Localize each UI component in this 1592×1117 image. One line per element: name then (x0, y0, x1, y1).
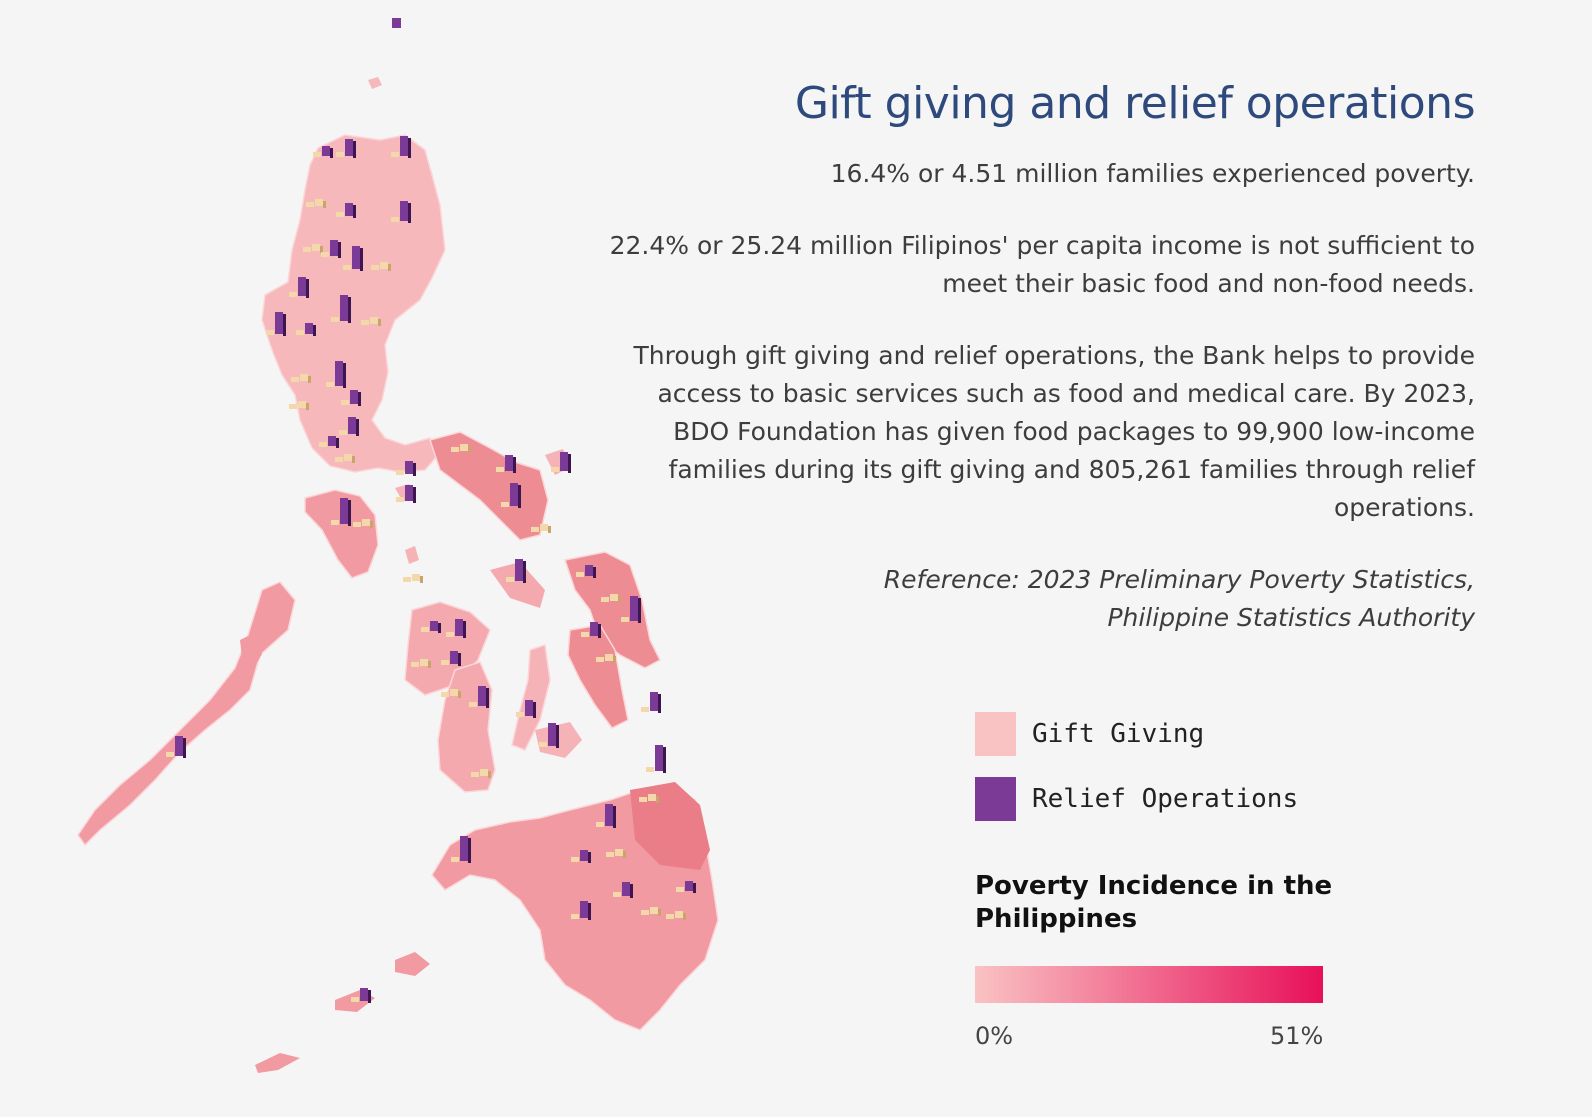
gift-giving-marker (451, 444, 471, 453)
relief-operation-marker (506, 559, 526, 583)
reference-note: Reference: 2023 Preliminary Poverty Stat… (883, 565, 1475, 632)
scale-title: Poverty Incidence in the Philippines (975, 871, 1333, 934)
gift-giving-marker (291, 374, 311, 383)
relief-operation-marker (321, 240, 341, 258)
masbate-island (490, 562, 545, 608)
relief-operation-marker (581, 622, 601, 638)
gift-giving-marker (601, 594, 621, 603)
culion-island (240, 634, 262, 668)
gift-giving-marker (596, 654, 616, 663)
scale-max-label: 51% (1270, 1022, 1324, 1050)
relief-operation-marker (396, 461, 416, 476)
relief-operation-marker (613, 882, 633, 898)
legend-label-gift-giving: Gift Giving (1032, 719, 1205, 749)
relief-operation-marker (646, 745, 666, 773)
relief-operation-marker (641, 692, 661, 713)
tawi-tawi-island (255, 1053, 300, 1073)
relief-operation-marker (676, 881, 696, 893)
relief-operation-marker (596, 804, 616, 828)
palawan-island (77, 581, 296, 847)
gift-giving-marker (353, 519, 373, 528)
relief-operation-marker (496, 455, 516, 473)
scale-min-label: 0% (975, 1022, 1014, 1050)
relief-operation-marker (336, 203, 356, 218)
relief-operation-marker (289, 277, 309, 298)
babuyan-island (368, 77, 382, 89)
batanes-relief-marker (392, 18, 401, 28)
relief-operation-marker (331, 295, 351, 323)
poverty-families-stat: 16.4% or 4.51 million families experienc… (830, 159, 1475, 188)
gift-giving-marker (411, 659, 431, 668)
relief-operation-marker (166, 736, 186, 758)
relief-operation-marker (313, 146, 333, 158)
legend-item-gift-giving: Gift Giving (975, 712, 1298, 756)
relief-operation-marker (551, 452, 571, 473)
relief-operation-marker (351, 988, 371, 1003)
gift-giving-marker (371, 262, 391, 271)
gift-giving-marker (361, 317, 381, 326)
relief-operation-marker (339, 417, 359, 436)
gift-giving-marker (403, 574, 423, 583)
gift-giving-marker (289, 401, 309, 410)
relief-operation-marker (516, 700, 536, 718)
relief-operation-marker (391, 201, 411, 223)
relief-operation-marker (451, 836, 471, 863)
gift-giving-marker (441, 689, 461, 698)
relief-operation-marker (571, 850, 591, 863)
gift-giving-marker (641, 907, 661, 916)
relief-operation-marker (391, 136, 411, 158)
mindoro-island (304, 489, 379, 579)
relief-operation-marker (343, 246, 363, 271)
poverty-color-scale (975, 966, 1323, 1003)
relief-operation-marker (446, 619, 466, 638)
gift-giving-marker (335, 454, 355, 463)
philippines-poverty-map (77, 18, 719, 1073)
relief-operation-marker (421, 621, 441, 633)
gift-giving-marker (303, 244, 323, 253)
legend-item-relief-operations: Relief Operations (975, 777, 1298, 821)
relief-operation-marker (576, 565, 596, 578)
leyte-island (567, 624, 629, 729)
gift-giving-marker (306, 199, 326, 208)
cebu-island (511, 644, 551, 751)
relief-operation-marker (621, 596, 641, 623)
relief-operation-marker (296, 323, 316, 336)
poverty-income-stat: 22.4% or 25.24 million Filipinos' per ca… (609, 231, 1475, 298)
relief-operation-marker (396, 485, 416, 503)
relief-operation-marker (336, 139, 356, 158)
foundation-description: Through gift giving and relief operation… (633, 341, 1475, 522)
gift-giving-marker (666, 911, 686, 920)
relief-operation-marker (469, 686, 489, 708)
gift-giving-swatch (975, 712, 1016, 756)
samar-island (564, 551, 661, 669)
relief-operation-marker (319, 436, 339, 448)
relief-operation-marker (266, 312, 286, 336)
gift-giving-marker (639, 794, 659, 803)
relief-operation-marker (331, 498, 351, 526)
relief-operation-marker (539, 723, 559, 748)
relief-operations-swatch (975, 777, 1016, 821)
gift-giving-marker (531, 524, 551, 533)
relief-operation-marker (326, 361, 346, 388)
relief-operation-marker (341, 390, 361, 406)
legend-label-relief-operations: Relief Operations (1032, 784, 1299, 814)
gift-giving-marker (606, 849, 626, 858)
bicol-region (429, 431, 549, 541)
relief-operation-marker (571, 901, 591, 920)
page-title: Gift giving and relief operations (794, 78, 1476, 129)
relief-operation-marker (501, 483, 521, 508)
basilan-island (395, 952, 430, 976)
relief-operation-marker (441, 651, 461, 666)
romblon-island (405, 546, 419, 564)
caraga-region (630, 782, 710, 870)
map-legend: Gift Giving Relief Operations (975, 712, 1298, 842)
gift-giving-marker (471, 769, 491, 778)
info-panel: Gift giving and relief operations 16.4% … (520, 78, 1476, 671)
